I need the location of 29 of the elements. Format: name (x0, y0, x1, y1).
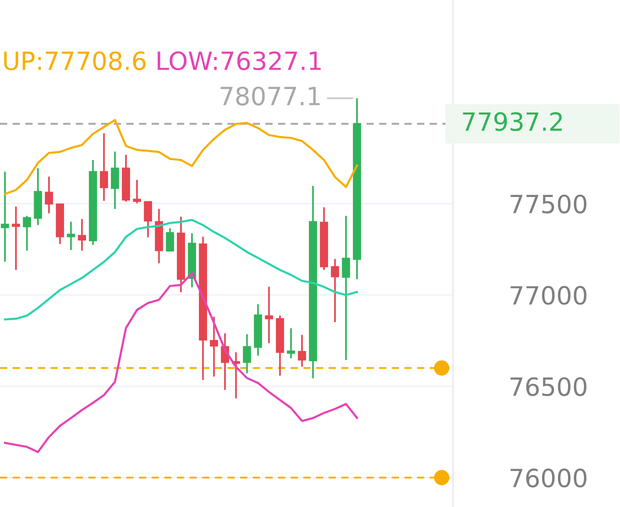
candlestick (298, 334, 306, 368)
line-series (4, 272, 358, 454)
y-tick-label: 77500 (510, 194, 586, 214)
annotation: 78077.1 (220, 86, 320, 106)
candlestick (66, 220, 76, 251)
candlestick (242, 333, 252, 374)
candlestick (330, 258, 340, 324)
candlestick (144, 200, 152, 238)
y-tick-label: 76000 (510, 468, 586, 488)
ref-line-label: 77937.2 (463, 112, 562, 132)
line-series (4, 218, 358, 320)
candlestick (286, 327, 296, 360)
candlestick (22, 215, 32, 252)
candlestick (0, 170, 10, 263)
text: LOW:76327.1 (158, 51, 321, 70)
y-tick-label: 76500 (510, 377, 586, 396)
candlestick (264, 286, 274, 344)
candlestick (12, 206, 20, 271)
candlestick (110, 150, 120, 210)
candlestick (210, 316, 218, 378)
y-tick-label: 77000 (510, 286, 586, 305)
candlestick (78, 218, 86, 252)
line-series (4, 118, 358, 196)
candlestick (342, 215, 350, 361)
candlestick (100, 132, 108, 202)
candlestick (132, 179, 142, 204)
text: UP:77708.6 (4, 51, 146, 70)
candlestick (166, 227, 174, 252)
candlestick (44, 176, 54, 214)
